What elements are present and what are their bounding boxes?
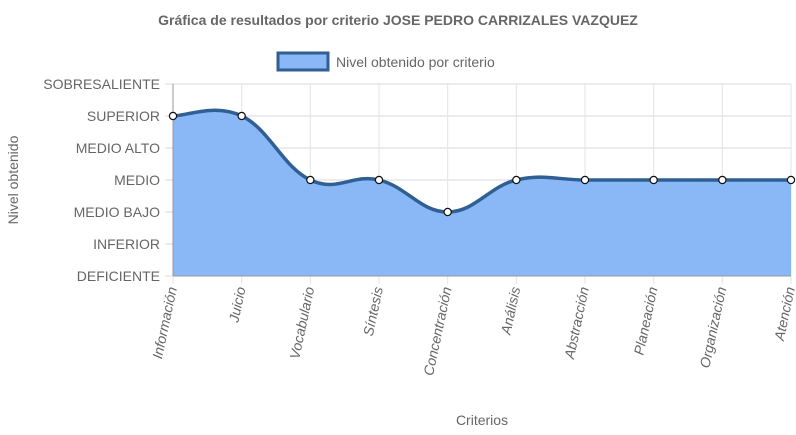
data-point[interactable]: [306, 175, 315, 185]
legend-label[interactable]: Nivel obtenido por criterio: [336, 54, 495, 70]
x-tick-label: Síntesis: [360, 285, 386, 337]
series-fill: [173, 110, 791, 276]
x-tick-label: Análisis: [497, 285, 523, 337]
data-point[interactable]: [512, 175, 521, 185]
x-tick-label: Atención: [771, 285, 796, 343]
y-tick-label: MEDIO BAJO: [74, 204, 160, 220]
series-line: [172, 108, 791, 214]
legend[interactable]: Nivel obtenido por criterio: [276, 51, 495, 72]
x-tick-label: Concentración: [420, 285, 454, 377]
x-tick-label: Información: [149, 285, 180, 360]
x-tick-label: Organización: [696, 285, 729, 369]
x-tick-label: Abstracción: [561, 285, 592, 361]
x-tick-label: Vocabulario: [286, 285, 317, 360]
x-axis-ticks: Información Juicio Vocabulario Síntesis Conc…: [149, 285, 796, 377]
data-point[interactable]: [580, 175, 590, 185]
x-axis-label: Criterios: [456, 412, 508, 428]
data-point[interactable]: [374, 175, 384, 185]
series-points: [168, 111, 796, 217]
x-tick-label: Planeación: [631, 285, 661, 356]
series-area: [172, 108, 791, 276]
legend-swatch[interactable]: [276, 51, 330, 72]
y-tick-label: DEFICIENTE: [77, 268, 160, 284]
data-point[interactable]: [443, 207, 452, 217]
y-tick-label: SOBRESALIENTE: [43, 76, 160, 92]
y-axis-ticks: DEFICIENTE INFERIOR MEDIO BAJO MEDIO MEDIO A…: [43, 76, 160, 284]
data-point[interactable]: [718, 175, 727, 185]
y-axis-label: Nivel obtenido: [5, 135, 21, 224]
data-point[interactable]: [168, 111, 178, 121]
y-tick-label: MEDIO: [114, 172, 160, 188]
data-point[interactable]: [786, 175, 796, 185]
data-point[interactable]: [649, 175, 658, 185]
y-tick-label: MEDIO ALTO: [76, 140, 160, 156]
y-tick-label: INFERIOR: [93, 236, 160, 252]
data-point[interactable]: [237, 111, 246, 121]
chart-title: Gráfica de resultados por criterio JOSE …: [158, 12, 638, 28]
x-tick-label: Juicio: [225, 285, 248, 325]
y-tick-label: SUPERIOR: [87, 108, 160, 124]
